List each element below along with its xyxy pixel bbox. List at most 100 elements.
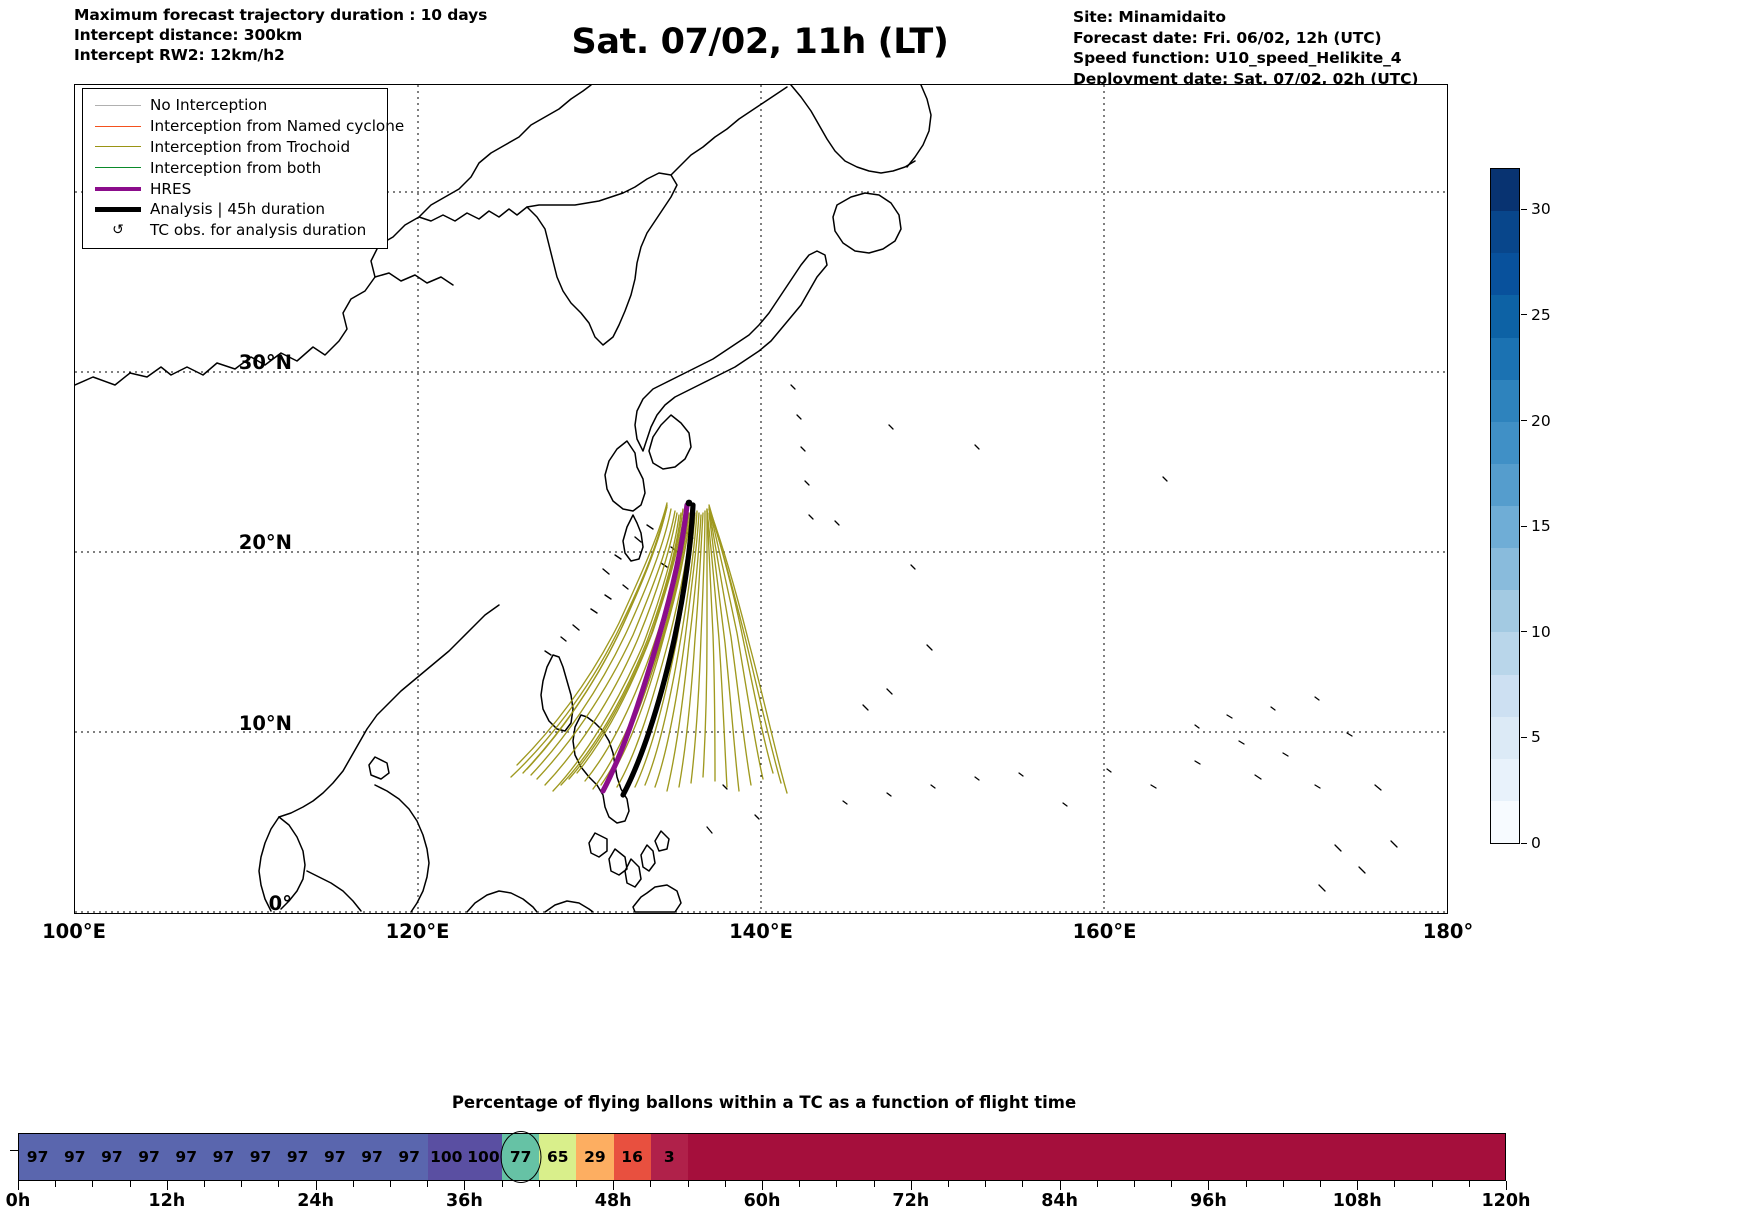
colorbar-tick-label: 10 (1531, 622, 1551, 641)
percentage-bar-left-cap (10, 1150, 19, 1151)
lat-tick-label: 20°N (238, 531, 292, 555)
time-tick (948, 1181, 949, 1187)
percentage-value: 3 (663, 1148, 675, 1166)
legend-swatch-2 (95, 146, 141, 148)
time-tick (1059, 1181, 1061, 1190)
percentage-value: 29 (584, 1148, 606, 1166)
colorbar-band-15 (1491, 800, 1519, 843)
time-tick (576, 1181, 577, 1187)
legend-item-6[interactable]: ↺ TC obs. for analysis duration (91, 220, 379, 241)
time-tick (1171, 1181, 1173, 1187)
percentage-value: 100 (467, 1148, 500, 1166)
time-tick (18, 1181, 19, 1190)
colorbar-tick-label: 5 (1531, 728, 1541, 747)
legend-item-5[interactable]: Analysis | 45h duration (91, 199, 379, 220)
lon-tick-label: 100°E (42, 920, 106, 943)
percentage-cell-7[interactable]: 97 (279, 1134, 317, 1180)
forecast-date-line: Forecast date: Fri. 06/02, 12h (UTC) (1073, 28, 1382, 47)
legend-item-2[interactable]: Interception from Trochoid (91, 137, 379, 158)
time-tick (129, 1181, 131, 1187)
colorbar-band-2 (1491, 253, 1519, 296)
legend-label: Interception from Named cyclone (150, 117, 405, 136)
lat-tick-label: 30°N (238, 350, 292, 374)
time-axis-label: 0h (5, 1191, 31, 1211)
percentage-cell-0[interactable]: 97 (19, 1134, 57, 1180)
colorbar-tick-label: 20 (1531, 411, 1551, 430)
colorbar-band-6 (1491, 421, 1519, 464)
percentage-value: 77 (509, 1148, 532, 1166)
colorbar-tick-30: 30 (1521, 200, 1551, 218)
legend-item-3[interactable]: Interception from both (91, 157, 379, 178)
percentage-cell-15[interactable]: 29 (576, 1134, 614, 1180)
colorbar-band-8 (1491, 506, 1519, 549)
percentage-cell-8[interactable]: 97 (316, 1134, 354, 1180)
colorbar-tick-label: 0 (1531, 834, 1541, 852)
time-axis-label: 120h (1481, 1191, 1531, 1211)
time-tick (501, 1181, 503, 1187)
legend-item-0[interactable]: No Interception (91, 95, 379, 116)
time-tick (836, 1181, 838, 1187)
percentage-cell-17[interactable]: 3 (650, 1134, 688, 1180)
percentage-value: 97 (286, 1148, 309, 1166)
legend-swatch-1 (95, 125, 141, 127)
time-tick (55, 1181, 57, 1187)
max-duration-line: Maximum forecast trajectory duration : 1… (74, 6, 488, 24)
time-tick (538, 1181, 540, 1187)
colorbar[interactable] (1490, 168, 1520, 844)
percentage-cell-6[interactable]: 97 (241, 1134, 280, 1180)
time-tick (278, 1181, 280, 1187)
percentage-cell-16[interactable]: 16 (613, 1134, 651, 1180)
time-tick (464, 1181, 466, 1190)
analysis-track (620, 502, 696, 798)
percentage-cell-1[interactable]: 97 (56, 1134, 94, 1180)
time-tick (613, 1181, 615, 1190)
colorbar-band-0 (1491, 169, 1519, 212)
deployment-date-line: Deployment date: Sat. 07/02, 02h (UTC) (1073, 69, 1419, 88)
time-tick (1320, 1181, 1321, 1187)
lon-tick-label: 120°E (385, 920, 450, 943)
time-axis-label: 12h (148, 1191, 186, 1211)
percentage-value: 97 (138, 1148, 160, 1166)
percentage-cell-13[interactable]: 77 (500, 1131, 542, 1183)
map-legend[interactable]: No Interception Interception from Named c… (82, 88, 404, 249)
percentage-cell-2[interactable]: 97 (93, 1134, 131, 1180)
percentage-bar[interactable]: 97 97 97 97 97 97 97 97 97 97 97 100 100 77 65 29 16 3 (18, 1131, 1506, 1183)
percentage-cell-12[interactable]: 100 (464, 1134, 503, 1180)
colorbar-band-12 (1491, 674, 1519, 717)
time-tick (427, 1181, 429, 1187)
legend-label: No Interception (150, 96, 268, 115)
time-tick (724, 1181, 726, 1187)
percentage-cell-3[interactable]: 97 (130, 1134, 168, 1180)
colorbar-tick-label: 15 (1531, 517, 1551, 536)
legend-label: HRES (150, 179, 192, 198)
time-tick (92, 1181, 94, 1187)
time-tick (1468, 1181, 1470, 1187)
time-tick (1208, 1181, 1210, 1190)
percentage-value: 100 (430, 1148, 463, 1166)
colorbar-tick-25: 25 (1521, 306, 1551, 324)
legend-swatch-3 (95, 167, 141, 169)
time-tick (166, 1181, 168, 1190)
time-tick (1096, 1181, 1098, 1187)
legend-item-4[interactable]: HRES (91, 178, 379, 199)
time-tick (650, 1181, 652, 1187)
time-tick (799, 1181, 801, 1187)
colorbar-band-3 (1491, 295, 1519, 338)
hres-track (600, 502, 690, 794)
percentage-cell-4[interactable]: 97 (167, 1134, 205, 1180)
percentage-cell-18[interactable] (687, 1134, 1506, 1180)
time-axis-label: 48h (594, 1191, 632, 1211)
site-line: Site: Minamidaito (1073, 8, 1226, 26)
trajectory-bundle-trochoid (510, 502, 788, 794)
percentage-cell-10[interactable]: 97 (390, 1134, 428, 1180)
colorbar-band-7 (1491, 463, 1519, 506)
legend-item-1[interactable]: Interception from Named cyclone (91, 116, 404, 137)
percentage-cell-14[interactable]: 65 (539, 1134, 577, 1180)
percentage-cell-9[interactable]: 97 (353, 1134, 391, 1180)
colorbar-band-9 (1491, 548, 1519, 591)
percentage-cell-5[interactable]: 97 (204, 1134, 242, 1180)
percentage-cell-11[interactable]: 100 (427, 1134, 465, 1180)
percentage-value: 97 (212, 1148, 235, 1166)
lat-tick-label: 0° (268, 891, 292, 915)
colorbar-tick-20: 20 (1521, 412, 1551, 430)
